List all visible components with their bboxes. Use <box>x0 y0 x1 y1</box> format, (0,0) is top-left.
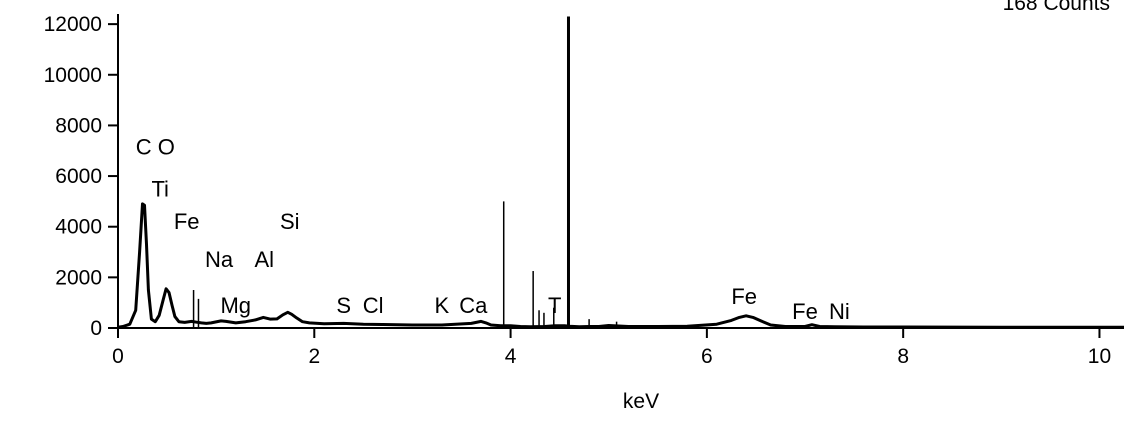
x-tick-label: 6 <box>701 345 713 368</box>
peak-label: Al <box>254 247 274 272</box>
peak-label: Fe <box>792 299 818 324</box>
y-tick-label: 12000 <box>44 13 102 36</box>
spectrum-line <box>117 202 1124 329</box>
spectrum-spikes <box>192 16 618 328</box>
x-axis-ticks: 0 2 4 6 8 10 <box>112 328 1111 368</box>
x-tick-label: 2 <box>308 345 320 368</box>
peak-label: Ni <box>829 299 850 324</box>
peak-label: Mg <box>220 293 251 318</box>
peak-label: Ca <box>459 293 488 318</box>
peak-label: Ti <box>151 176 169 201</box>
x-tick-label: 0 <box>112 345 124 368</box>
y-tick-label: 10000 <box>44 64 102 87</box>
y-tick-label: 6000 <box>55 165 102 188</box>
peak-label: Fe <box>174 209 200 234</box>
axes: 0 2000 4000 6000 8000 10000 12000 0 2 4 6 8 10 <box>44 13 1124 368</box>
x-tick-label: 4 <box>505 345 517 368</box>
peak-label: Na <box>205 247 234 272</box>
y-tick-label: 0 <box>90 317 102 340</box>
peak-label: C O <box>136 135 175 160</box>
x-tick-label: 10 <box>1088 345 1111 368</box>
peak-label: Cl <box>363 293 384 318</box>
x-tick-label: 8 <box>897 345 909 368</box>
peak-label: T <box>548 293 561 318</box>
y-tick-label: 4000 <box>55 216 102 239</box>
counts-readout: 168 Counts <box>1003 0 1110 15</box>
y-tick-label: 2000 <box>55 266 102 289</box>
y-axis-ticks: 0 2000 4000 6000 8000 10000 12000 <box>44 13 118 340</box>
peak-label: Si <box>280 209 300 234</box>
peak-label: K <box>435 293 450 318</box>
y-tick-label: 8000 <box>55 114 102 137</box>
x-axis-title: keV <box>623 390 659 413</box>
peak-label: Fe <box>731 284 757 309</box>
peak-label: S <box>336 293 351 318</box>
